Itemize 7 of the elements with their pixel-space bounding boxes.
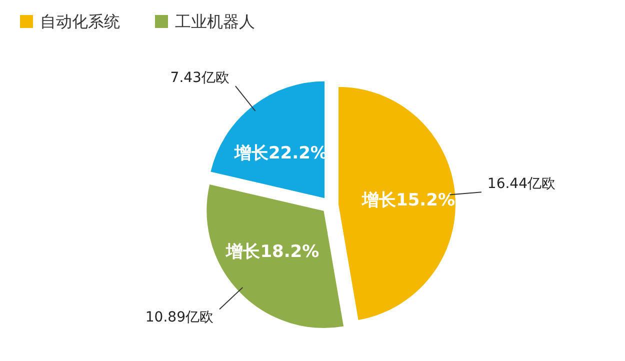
data-label: 10.89亿欧 [145, 309, 214, 326]
data-label: 7.43亿欧 [170, 70, 230, 86]
text: 增长18.2% [225, 242, 320, 262]
legend-label: 工业机器人 [175, 12, 255, 31]
legend-label: 自动化系统 [40, 12, 120, 31]
data-label: 16.44亿欧 [487, 176, 556, 192]
text: 增长15.2% [361, 190, 456, 210]
